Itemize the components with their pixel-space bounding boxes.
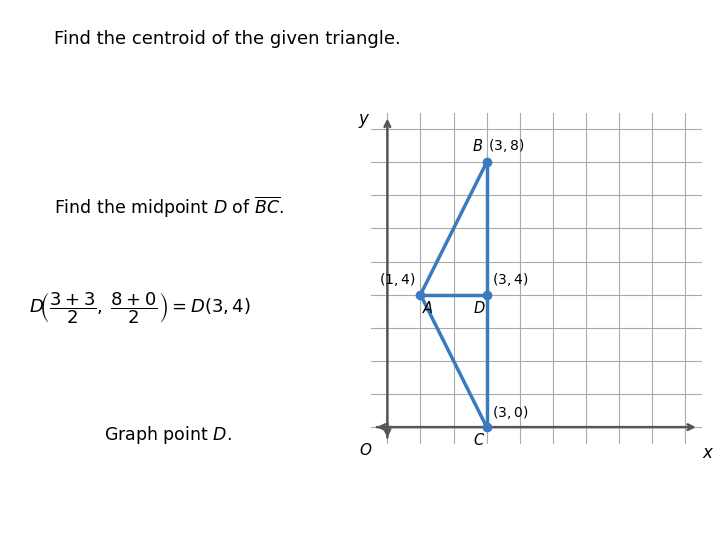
Text: $y$: $y$ bbox=[359, 112, 371, 131]
Text: $A$: $A$ bbox=[422, 300, 434, 315]
Text: $D$: $D$ bbox=[472, 300, 485, 315]
Text: $D\!\left(\dfrac{3+3}{2},\;\dfrac{8+0}{2}\right) = D(3,4)$: $D\!\left(\dfrac{3+3}{2},\;\dfrac{8+0}{2… bbox=[29, 291, 251, 326]
Text: $(3, 4)$: $(3, 4)$ bbox=[492, 271, 528, 288]
Text: Graph point $D$.: Graph point $D$. bbox=[104, 424, 232, 446]
Text: $x$: $x$ bbox=[702, 444, 714, 462]
Text: Find the midpoint $D$ of $\overline{BC}$.: Find the midpoint $D$ of $\overline{BC}$… bbox=[54, 194, 284, 220]
Text: Find the centroid of the given triangle.: Find the centroid of the given triangle. bbox=[54, 30, 401, 48]
Text: $(1, 4)$: $(1, 4)$ bbox=[379, 271, 415, 288]
Text: $(3, 0)$: $(3, 0)$ bbox=[492, 403, 528, 421]
Text: $C$: $C$ bbox=[473, 432, 485, 448]
Text: $B$: $B$ bbox=[472, 138, 482, 154]
Text: $(3, 8)$: $(3, 8)$ bbox=[488, 137, 525, 154]
Text: $O$: $O$ bbox=[359, 442, 372, 458]
